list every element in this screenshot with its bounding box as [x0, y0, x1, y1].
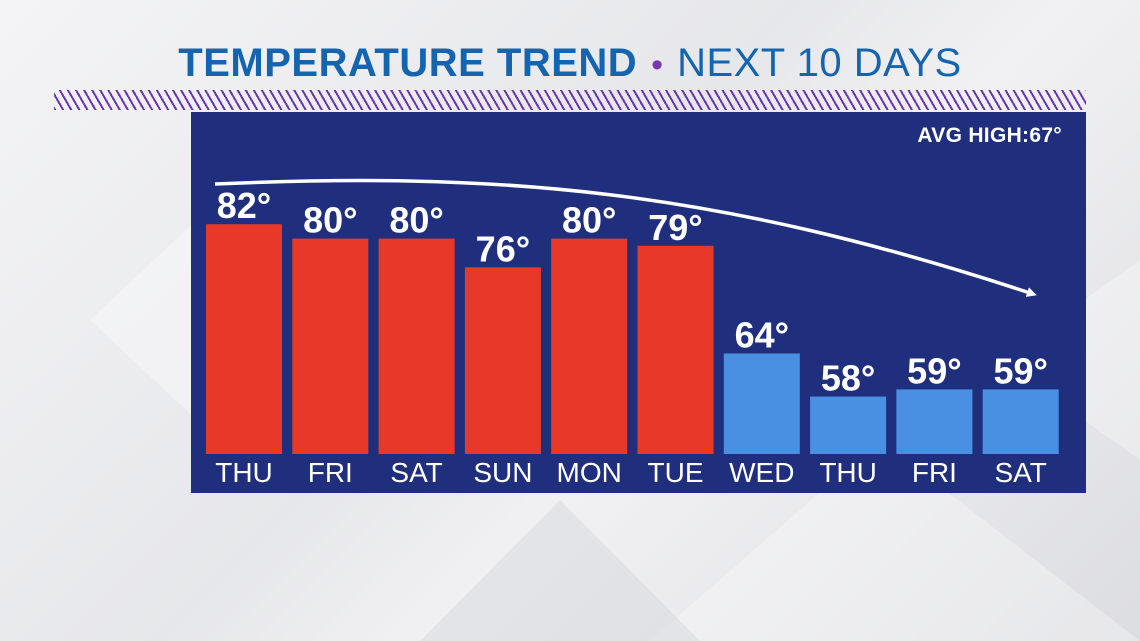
bar-sun-3: [464, 267, 541, 454]
category-label: FRI: [308, 457, 353, 488]
value-label: 79°: [648, 207, 702, 248]
category-label: THU: [819, 457, 877, 488]
chart-title: TEMPERATURE TREND • NEXT 10 DAYS: [0, 38, 1140, 90]
title-separator: •: [651, 46, 664, 84]
category-label: FRI: [912, 457, 957, 488]
value-label: 80°: [389, 200, 443, 241]
value-label: 58°: [821, 358, 875, 399]
divider-stripe: [54, 90, 1086, 110]
bar-mon-4: [551, 238, 628, 454]
bar-fri-1: [292, 238, 369, 454]
bar-thu-0: [206, 224, 282, 454]
value-label: 64°: [735, 314, 789, 355]
value-label: 80°: [303, 200, 357, 241]
bar-thu-7: [810, 396, 887, 454]
value-label: 59°: [993, 350, 1047, 391]
category-label: SAT: [390, 457, 442, 488]
avg-high-label: AVG HIGH:67°: [917, 124, 1062, 147]
value-label: 80°: [562, 200, 616, 241]
trend-arrow: [214, 178, 1037, 297]
category-label: THU: [215, 457, 273, 488]
bar-tue-5: [637, 245, 714, 454]
value-label: 82°: [217, 185, 271, 226]
chart-panel: 82° THU 80° FRI 80° SAT 76° SUN 80° MON 79° TUE 64° W…: [191, 112, 1086, 493]
bar-chart: 82° THU 80° FRI 80° SAT 76° SUN 80° MON 79° TUE 64° W…: [206, 178, 1059, 488]
title-light: NEXT 10 DAYS: [677, 41, 962, 85]
bar-wed-6: [723, 353, 800, 454]
category-label: SAT: [995, 457, 1047, 488]
bar-sat-2: [378, 238, 455, 454]
title-bold: TEMPERATURE TREND: [178, 41, 638, 85]
bar-sat-9: [982, 389, 1059, 454]
value-label: 76°: [476, 228, 530, 269]
value-label: 59°: [907, 350, 961, 391]
category-label: SUN: [473, 457, 532, 488]
category-label: TUE: [648, 457, 704, 488]
bar-fri-8: [896, 389, 973, 454]
category-label: MON: [557, 457, 622, 488]
category-label: WED: [729, 457, 794, 488]
